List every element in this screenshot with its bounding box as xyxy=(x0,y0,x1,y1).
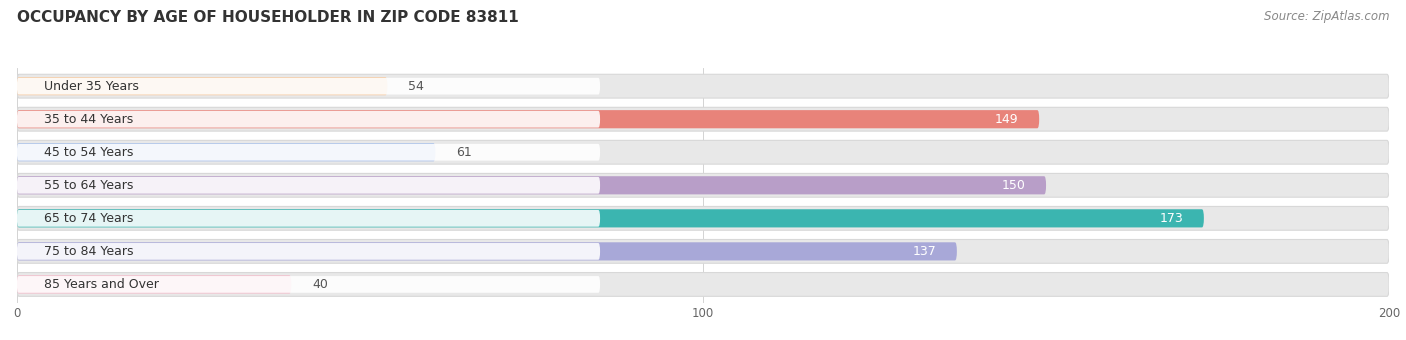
FancyBboxPatch shape xyxy=(17,74,1389,98)
FancyBboxPatch shape xyxy=(17,78,600,95)
FancyBboxPatch shape xyxy=(17,111,600,128)
FancyBboxPatch shape xyxy=(17,140,1389,164)
FancyBboxPatch shape xyxy=(17,209,1204,227)
Text: 173: 173 xyxy=(1160,212,1184,225)
FancyBboxPatch shape xyxy=(17,275,291,293)
Text: 149: 149 xyxy=(995,113,1018,126)
Text: Source: ZipAtlas.com: Source: ZipAtlas.com xyxy=(1264,10,1389,23)
FancyBboxPatch shape xyxy=(17,177,600,194)
Text: OCCUPANCY BY AGE OF HOUSEHOLDER IN ZIP CODE 83811: OCCUPANCY BY AGE OF HOUSEHOLDER IN ZIP C… xyxy=(17,10,519,25)
FancyBboxPatch shape xyxy=(17,176,1046,194)
FancyBboxPatch shape xyxy=(17,273,1389,296)
FancyBboxPatch shape xyxy=(17,173,1389,197)
FancyBboxPatch shape xyxy=(17,206,1389,230)
FancyBboxPatch shape xyxy=(17,276,600,293)
Text: Under 35 Years: Under 35 Years xyxy=(45,80,139,93)
Text: 75 to 84 Years: 75 to 84 Years xyxy=(45,245,134,258)
Text: 150: 150 xyxy=(1001,179,1025,192)
FancyBboxPatch shape xyxy=(17,107,1389,131)
Text: 65 to 74 Years: 65 to 74 Years xyxy=(45,212,134,225)
FancyBboxPatch shape xyxy=(17,239,1389,263)
FancyBboxPatch shape xyxy=(17,77,388,95)
Text: 54: 54 xyxy=(408,80,423,93)
Text: 85 Years and Over: 85 Years and Over xyxy=(45,278,159,291)
FancyBboxPatch shape xyxy=(17,210,600,227)
FancyBboxPatch shape xyxy=(17,143,436,161)
Text: 40: 40 xyxy=(312,278,328,291)
FancyBboxPatch shape xyxy=(17,110,1039,128)
Text: 45 to 54 Years: 45 to 54 Years xyxy=(45,146,134,159)
Text: 55 to 64 Years: 55 to 64 Years xyxy=(45,179,134,192)
Text: 35 to 44 Years: 35 to 44 Years xyxy=(45,113,134,126)
Text: 137: 137 xyxy=(912,245,936,258)
Text: 61: 61 xyxy=(456,146,472,159)
FancyBboxPatch shape xyxy=(17,242,957,260)
FancyBboxPatch shape xyxy=(17,243,600,260)
FancyBboxPatch shape xyxy=(17,144,600,160)
